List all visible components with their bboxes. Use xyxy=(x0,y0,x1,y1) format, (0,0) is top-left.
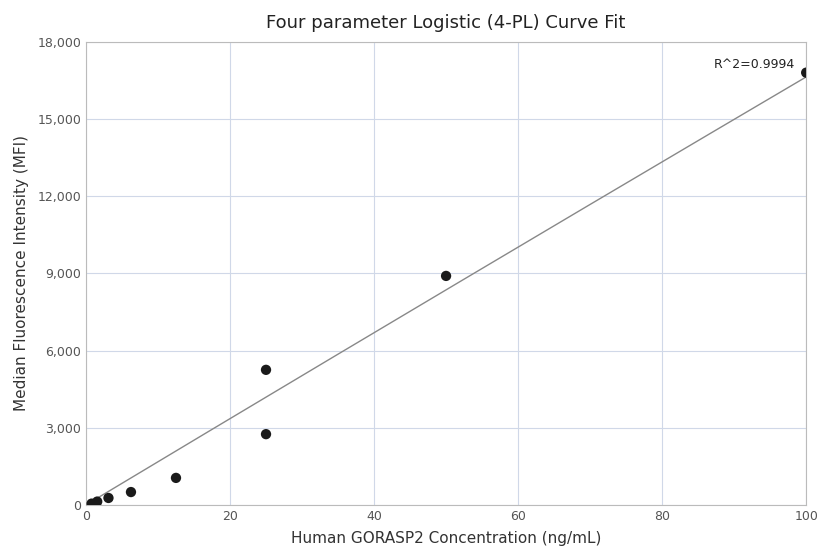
Text: R^2=0.9994: R^2=0.9994 xyxy=(714,58,795,71)
Point xyxy=(260,430,273,438)
Y-axis label: Median Fluorescence Intensity (MFI): Median Fluorescence Intensity (MFI) xyxy=(14,136,29,412)
Point xyxy=(800,68,813,77)
Point xyxy=(124,488,137,497)
Point xyxy=(91,497,104,506)
Point xyxy=(260,365,273,374)
X-axis label: Human GORASP2 Concentration (ng/mL): Human GORASP2 Concentration (ng/mL) xyxy=(291,531,602,546)
Point xyxy=(85,499,98,508)
Point xyxy=(439,272,453,281)
Point xyxy=(102,493,115,502)
Point xyxy=(170,473,183,482)
Title: Four parameter Logistic (4-PL) Curve Fit: Four parameter Logistic (4-PL) Curve Fit xyxy=(266,14,626,32)
